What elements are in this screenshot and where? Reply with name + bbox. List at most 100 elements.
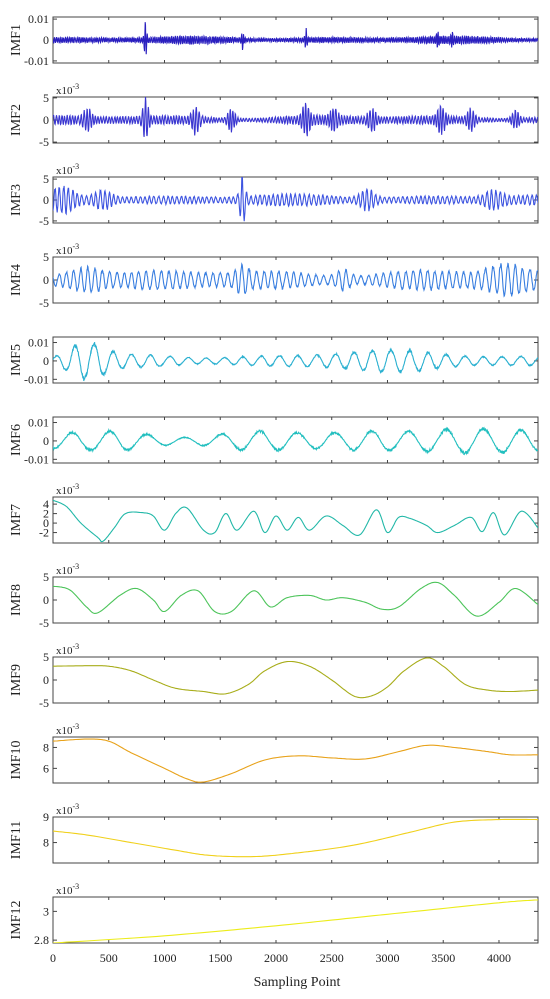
y-tick-label: -5 — [39, 696, 49, 710]
scale-label: x10-3 — [56, 722, 79, 737]
y-tick-label: -2 — [39, 526, 49, 540]
y-axis-label: IMF9 — [9, 664, 24, 696]
scale-base: x10 — [56, 85, 73, 97]
imf-series-line — [53, 177, 538, 222]
y-tick-label: 8 — [43, 740, 49, 754]
imf-panel-9: -5 0 5 IMF9 x10-3 — [9, 642, 539, 710]
y-tick-label: -0.01 — [24, 372, 49, 386]
y-axis-label: IMF3 — [9, 184, 24, 216]
x-tick-label: 3000 — [375, 951, 399, 965]
scale-base: x10 — [56, 885, 73, 897]
imf-series-line — [53, 97, 538, 137]
imf-panel-8: -5 0 5 IMF8 x10-3 — [9, 562, 539, 630]
plot-frame — [52, 336, 539, 384]
y-tick-label: 0.01 — [28, 12, 49, 26]
scale-label: x10-3 — [56, 642, 79, 657]
scale-exponent: -3 — [73, 242, 80, 251]
imf-series-line — [53, 818, 538, 858]
y-tick-label: 0 — [43, 113, 49, 127]
y-tick-label: 0 — [43, 434, 49, 448]
y-tick-label: 5 — [43, 570, 49, 584]
y-axis-label: IMF5 — [9, 344, 24, 376]
plot-frame — [52, 496, 539, 544]
y-tick-label: -5 — [39, 214, 49, 228]
y-tick-label: 5 — [43, 650, 49, 664]
scale-exponent: -3 — [73, 882, 80, 891]
imf-panel-1: -0.01 0 0.01 IMF1 — [9, 12, 539, 68]
y-tick-label: 0 — [43, 516, 49, 530]
imf-series-line — [53, 899, 538, 943]
y-tick-label: 2.8 — [34, 933, 49, 947]
scale-base: x10 — [56, 565, 73, 577]
plot-frame — [52, 896, 539, 944]
y-tick-label: 5 — [43, 172, 49, 186]
y-axis-label: IMF12 — [9, 901, 24, 940]
imf-series-line — [53, 581, 538, 617]
imf-series-line — [53, 738, 538, 783]
imf-series-line — [53, 657, 538, 699]
scale-exponent: -3 — [73, 482, 80, 491]
y-tick-label: 6 — [43, 761, 49, 775]
y-tick-label: -5 — [39, 296, 49, 310]
y-axis-label: IMF7 — [9, 504, 24, 536]
y-tick-label: 0 — [43, 354, 49, 368]
imf-panel-3: -5 0 5 IMF3 x10-3 — [9, 162, 539, 228]
x-tick-label: 0 — [50, 951, 56, 965]
y-axis-label: IMF10 — [9, 741, 24, 780]
imf-series-line — [53, 499, 538, 543]
scale-label: x10-3 — [56, 562, 79, 577]
y-tick-label: 2 — [43, 507, 49, 521]
y-tick-label: -0.01 — [24, 54, 49, 68]
scale-base: x10 — [56, 245, 73, 257]
y-tick-label: 0 — [43, 33, 49, 47]
y-tick-label: -5 — [39, 616, 49, 630]
scale-exponent: -3 — [73, 802, 80, 811]
y-tick-label: 4 — [43, 497, 49, 511]
imf-panel-10: 6 8 IMF10 x10-3 — [9, 722, 539, 784]
x-tick-label: 500 — [100, 951, 118, 965]
imf-series-line — [53, 22, 538, 55]
x-tick-label: 1500 — [208, 951, 232, 965]
scale-exponent: -3 — [73, 82, 80, 91]
x-axis-label: Sampling Point — [254, 975, 341, 990]
imf-panel-12: 2.8 3 IMF12 x10-3 — [9, 882, 539, 947]
scale-exponent: -3 — [73, 642, 80, 651]
y-tick-label: -5 — [39, 135, 49, 149]
y-axis-label: IMF2 — [9, 104, 24, 136]
plot-frame — [52, 416, 539, 464]
y-axis-label: IMF6 — [9, 424, 24, 456]
imf-panel-5: -0.01 0 0.01 IMF5 — [9, 336, 539, 386]
y-tick-label: 9 — [43, 810, 49, 824]
y-tick-label: 0 — [43, 273, 49, 287]
plot-frame — [52, 656, 539, 704]
y-tick-label: 0 — [43, 673, 49, 687]
imf-series-line — [53, 426, 538, 456]
scale-base: x10 — [56, 165, 73, 177]
plot-frame — [52, 576, 539, 624]
scale-label: x10-3 — [56, 482, 79, 497]
x-tick-label: 3500 — [431, 951, 455, 965]
scale-base: x10 — [56, 805, 73, 817]
x-tick-label: 2500 — [320, 951, 344, 965]
imf-panel-4: -5 0 5 IMF4 x10-3 — [9, 242, 539, 310]
y-tick-label: 0.01 — [28, 336, 49, 350]
scale-label: x10-3 — [56, 162, 79, 177]
x-tick-label: 1000 — [152, 951, 176, 965]
y-axis-label: IMF1 — [9, 24, 24, 56]
plot-frame — [52, 816, 539, 864]
scale-exponent: -3 — [73, 722, 80, 731]
scale-base: x10 — [56, 725, 73, 737]
y-tick-label: 3 — [43, 904, 49, 918]
plot-frame — [52, 736, 539, 784]
scale-label: x10-3 — [56, 882, 79, 897]
scale-exponent: -3 — [73, 162, 80, 171]
y-tick-label: 5 — [43, 250, 49, 264]
imf-series-line — [53, 262, 538, 298]
y-tick-label: -0.01 — [24, 452, 49, 466]
y-tick-label: 5 — [43, 91, 49, 105]
y-tick-label: 0 — [43, 593, 49, 607]
imf-series-line — [53, 342, 538, 382]
imf-panel-11: 8 9 IMF11 x10-3 — [9, 802, 539, 864]
